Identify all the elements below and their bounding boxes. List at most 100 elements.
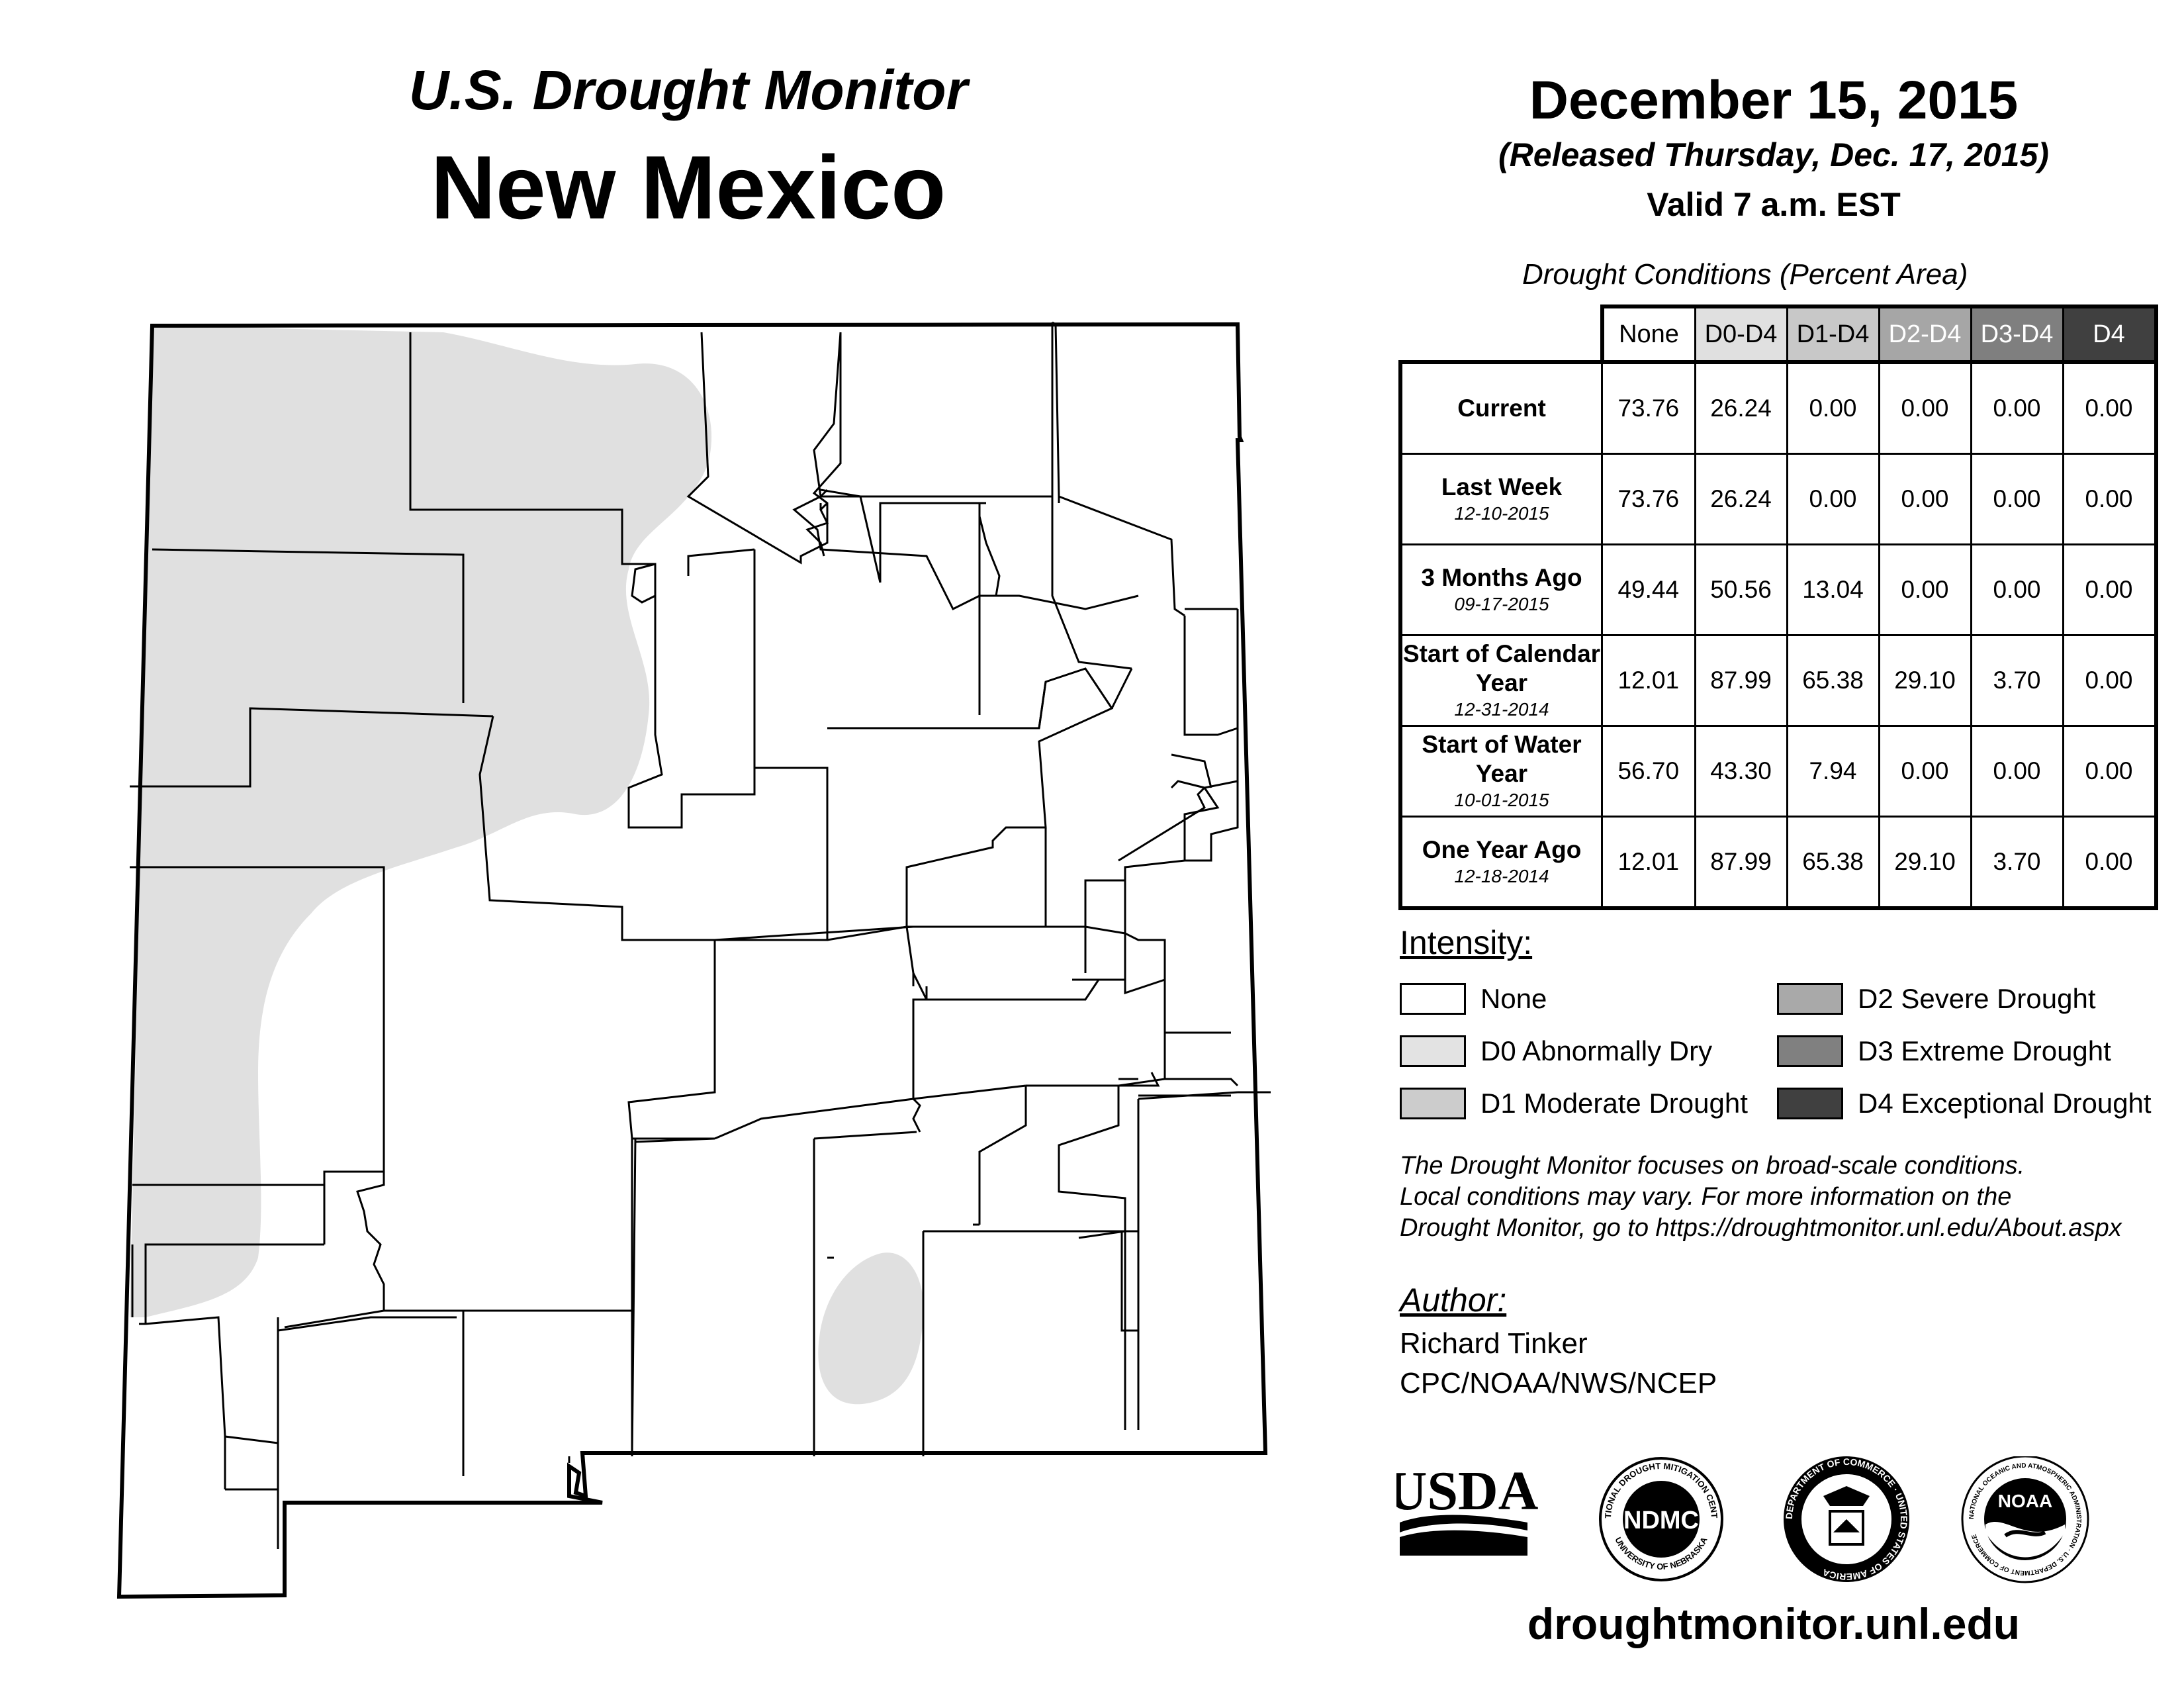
table-cell: 65.38 [1786,634,1880,727]
table-row: Current 73.76 26.24 0.00 0.00 0.00 0.00 [1398,360,2158,455]
row-label: Current [1398,360,1603,455]
disclaimer-note: The Drought Monitor focuses on broad-sca… [1400,1150,2181,1244]
col-header-d2-d4: D2-D4 [1878,305,1972,363]
release-date: (Released Thursday, Dec. 17, 2015) [1498,136,2049,173]
col-header-d3-d4: D3-D4 [1970,305,2064,363]
table-cell: 13.04 [1786,543,1880,636]
agency-logos: USDA NDMC NATIONAL DROUGHT MITIGATION CE… [1396,1456,2089,1583]
legend-label: None [1480,983,1547,1014]
table-cell: 0.00 [1970,725,2064,818]
valid-time: Valid 7 a.m. EST [1647,186,1901,223]
row-date: 12-10-2015 [1454,503,1549,524]
legend-swatch [1400,1088,1466,1119]
map-date: December 15, 2015 [1529,70,2019,130]
table-cell: 0.00 [1970,360,2064,455]
table-cell: 26.24 [1694,360,1788,455]
legend-swatch [1400,983,1466,1015]
table-row: Start of Calendar Year 12-31-2014 12.01 87.… [1398,634,2158,727]
table-cell: 7.94 [1786,725,1880,818]
row-label: One Year Ago 12-18-2014 [1398,816,1603,910]
ndmc-logo: NDMC NATIONAL DROUGHT MITIGATION CENTER … [1599,1457,1723,1581]
table-cell: 29.10 [1878,634,1972,727]
ship-icon [1833,1519,1860,1532]
table-cell: 12.01 [1601,634,1696,727]
col-header-d4: D4 [2062,305,2158,363]
row-date: 10-01-2015 [1454,790,1549,810]
county-boundaries [130,321,1271,1549]
d0-area-south [818,1252,924,1405]
table-cell: 50.56 [1694,543,1788,636]
row-label: Last Week 12-10-2015 [1398,453,1603,545]
table-cell: 0.00 [1786,360,1880,455]
table-cell: 87.99 [1694,634,1788,727]
note-line: Local conditions may vary. For more info… [1400,1183,2012,1211]
noaa-logo: NOAA NATIONAL OCEANIC AND ATMOSPHERIC AD… [1961,1456,2089,1583]
table-cell: 0.00 [1970,543,2064,636]
legend-label: D0 Abnormally Dry [1480,1035,1713,1066]
map-title: New Mexico [430,137,946,238]
table-cell: 65.38 [1786,816,1880,910]
table-cell: 73.76 [1601,453,1696,545]
row-label: Start of Calendar Year 12-31-2014 [1398,634,1603,727]
row-label: Start of Water Year 10-01-2015 [1398,725,1603,818]
author-heading: Author: [1400,1282,1507,1319]
note-line: Drought Monitor, go to https://droughtmo… [1400,1214,2122,1242]
row-date: 12-18-2014 [1454,866,1549,886]
legend-swatch [1777,1088,1843,1119]
map-subtitle: U.S. Drought Monitor [408,59,968,121]
row-label-text: Last Week [1441,473,1563,500]
table-cell: 0.00 [2062,543,2158,636]
row-label: 3 Months Ago 09-17-2015 [1398,543,1603,636]
legend-item-d3: D3 Extreme Drought [1777,1034,2111,1068]
table-cell: 73.76 [1601,360,1696,455]
eagle-icon [1823,1486,1870,1506]
legend-item-d4: D4 Exceptional Drought [1777,1086,2152,1121]
row-label-text: One Year Ago [1422,836,1582,863]
table-cell: 0.00 [1878,453,1972,545]
table-cell: 0.00 [1970,453,2064,545]
table-caption: Drought Conditions (Percent Area) [1522,258,1968,291]
row-label-text: 3 Months Ago [1421,564,1582,591]
table-cell: 26.24 [1694,453,1788,545]
table-cell: 0.00 [2062,360,2158,455]
col-header-d1-d4: D1-D4 [1786,305,1880,363]
state-outline [116,322,1268,1599]
table-cell: 0.00 [2062,816,2158,910]
table-cell: 0.00 [1878,543,1972,636]
legend-label: D4 Exceptional Drought [1858,1088,2152,1119]
table-row: 3 Months Ago 09-17-2015 49.44 50.56 13.04 0.0… [1398,543,2158,636]
ndmc-logo-text: NDMC [1623,1507,1699,1534]
d0-area-west [130,326,712,1317]
table-cell: 56.70 [1601,725,1696,818]
noaa-logo-text: NOAA [1998,1491,2052,1511]
table-cell: 0.00 [2062,634,2158,727]
table-cell: 0.00 [1878,360,1972,455]
author-name: Richard Tinker [1400,1327,1588,1360]
legend-label: D1 Moderate Drought [1480,1088,1748,1119]
table-cell: 87.99 [1694,816,1788,910]
table-cell: 43.30 [1694,725,1788,818]
noaa-bird-icon [1985,1521,2065,1558]
table-cell: 29.10 [1878,816,1972,910]
author-organization: CPC/NOAA/NWS/NCEP [1400,1367,1717,1399]
legend-item-d0: D0 Abnormally Dry [1400,1034,1712,1068]
table-cell: 0.00 [2062,453,2158,545]
row-date: 12-31-2014 [1454,699,1549,720]
legend-label: D2 Severe Drought [1858,983,2096,1014]
legend-swatch [1777,983,1843,1015]
table-cell: 12.01 [1601,816,1696,910]
table-cell: 49.44 [1601,543,1696,636]
usda-logo: USDA [1396,1460,1539,1556]
table-corner [1400,306,1602,362]
usda-logo-text: USDA [1396,1460,1539,1522]
note-line: The Drought Monitor focuses on broad-sca… [1400,1152,2025,1180]
legend-title: Intensity: [1400,924,1533,961]
legend-item-d2: D2 Severe Drought [1777,982,2096,1016]
table-cell: 0.00 [2062,725,2158,818]
row-label-text: Start of Calendar Year [1402,640,1601,696]
row-label-text: Current [1457,395,1546,422]
shield-icon [1829,1510,1864,1546]
legend-swatch [1777,1035,1843,1067]
legend-label: D3 Extreme Drought [1858,1035,2111,1066]
